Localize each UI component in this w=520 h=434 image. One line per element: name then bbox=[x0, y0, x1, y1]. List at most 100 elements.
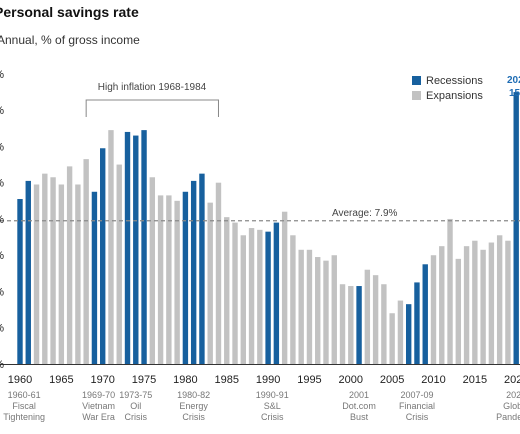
event-label-5-line-0: 2001 bbox=[349, 390, 370, 400]
bar-2007 bbox=[405, 304, 412, 364]
bar-1967 bbox=[75, 184, 81, 364]
bar-2014 bbox=[463, 246, 470, 364]
bar-1978 bbox=[166, 195, 172, 364]
y-tick-6: 6% bbox=[0, 250, 4, 262]
event-label-0: 1960-61 Fiscal Tightening bbox=[3, 390, 45, 423]
x-ticks-layer: 1960 1965 1970 1975 1980 1985 1990 1995 2000 2005… bbox=[8, 374, 520, 386]
legend-recessions: Recessions bbox=[412, 75, 483, 87]
x-tick-2020: 2020 bbox=[504, 374, 520, 386]
bar-1972 bbox=[116, 164, 122, 364]
event-label-2-line-0: 1973-75 bbox=[119, 390, 153, 400]
x-tick-2015: 2015 bbox=[463, 374, 487, 386]
inflation-bracket bbox=[85, 99, 219, 117]
bar-1963 bbox=[42, 173, 48, 364]
legend-expansions: Expansions bbox=[412, 90, 483, 102]
x-tick-1965: 1965 bbox=[49, 374, 73, 386]
bar-2011 bbox=[439, 246, 445, 364]
bar-1993 bbox=[290, 235, 296, 364]
bar-1984 bbox=[215, 182, 222, 364]
event-label-7-line-2: Pandemic bbox=[496, 412, 520, 422]
event-label-6-line-1: Financial bbox=[398, 401, 435, 411]
bar-2016 bbox=[480, 249, 486, 364]
legend-expansion-label: Expansions bbox=[426, 90, 483, 102]
event-label-4-line-2: Crisis bbox=[260, 412, 284, 422]
bar-1989 bbox=[257, 229, 263, 364]
bar-2015 bbox=[472, 240, 478, 364]
chart-title: Personal savings rate bbox=[0, 4, 139, 20]
event-label-1-line-0: 1969-70 bbox=[82, 390, 116, 400]
event-label-3: 1980-82 Energy Crisis bbox=[177, 390, 210, 423]
callout-year: 2020: bbox=[507, 75, 520, 86]
bar-2008 bbox=[414, 282, 420, 364]
bar-1976 bbox=[149, 177, 156, 364]
y-tick-14: 14% bbox=[0, 105, 4, 117]
event-label-4-line-1: S&L bbox=[263, 401, 281, 411]
bar-2017 bbox=[488, 242, 495, 364]
bar-1964 bbox=[50, 177, 56, 364]
event-label-2-line-1: Oil bbox=[130, 401, 142, 411]
bar-1986 bbox=[232, 222, 238, 364]
event-label-0-line-2: Tightening bbox=[3, 412, 45, 422]
event-label-0-line-1: Fiscal bbox=[12, 401, 36, 411]
bar-1982 bbox=[199, 173, 205, 364]
bar-1961 bbox=[25, 180, 31, 364]
bar-1991 bbox=[273, 222, 280, 364]
event-label-6: 2007-09 Financial Crisis bbox=[399, 390, 435, 423]
event-label-5-line-2: Bust bbox=[350, 412, 369, 422]
bar-2019 bbox=[505, 240, 511, 364]
event-label-4-line-0: 1990-91 bbox=[255, 390, 289, 400]
y-tick-10: 10% bbox=[0, 178, 4, 190]
event-label-1-line-2: War Era bbox=[82, 412, 115, 422]
event-label-3-line-0: 1980-82 bbox=[177, 390, 211, 400]
bar-1973 bbox=[124, 131, 131, 364]
bar-1995 bbox=[306, 249, 313, 364]
bar-1969 bbox=[91, 191, 98, 364]
y-tick-2: 2% bbox=[0, 323, 4, 335]
event-label-3-line-2: Crisis bbox=[182, 412, 205, 422]
bar-2003 bbox=[372, 275, 379, 364]
x-tick-1970: 1970 bbox=[90, 374, 114, 386]
bar-2000 bbox=[348, 286, 354, 364]
bar-1997 bbox=[323, 260, 329, 364]
bar-1977 bbox=[157, 195, 164, 364]
bar-2002 bbox=[364, 269, 371, 364]
x-tick-2005: 2005 bbox=[380, 374, 404, 386]
bar-1979 bbox=[174, 200, 180, 364]
y-tick-8: 8% bbox=[0, 214, 4, 226]
bar-1990 bbox=[265, 231, 271, 364]
event-label-4: 1990-91 S&L Crisis bbox=[256, 390, 289, 423]
bar-2006 bbox=[397, 300, 404, 364]
bar-1971 bbox=[108, 130, 114, 364]
x-tick-1975: 1975 bbox=[132, 374, 156, 386]
average-annotation: Average: 7.9% bbox=[332, 208, 398, 219]
x-tick-1980: 1980 bbox=[173, 374, 197, 386]
bar-1970 bbox=[100, 148, 106, 364]
inflation-annotation: High inflation 1968-1984 bbox=[97, 82, 207, 93]
event-label-2: 1973-75 Oil Crisis bbox=[119, 390, 152, 423]
event-label-1: 1969-70 Vietnam War Era bbox=[82, 390, 115, 423]
legend-expansion-swatch bbox=[412, 91, 421, 100]
y-tick-16: 16% bbox=[0, 69, 4, 81]
event-label-3-line-1: Energy bbox=[179, 401, 208, 411]
event-label-2-line-2: Crisis bbox=[124, 412, 148, 422]
bar-2018 bbox=[496, 235, 503, 364]
event-label-0-line-0: 1960-61 bbox=[7, 390, 41, 400]
bar-1965 bbox=[58, 184, 65, 364]
bar-2001 bbox=[356, 286, 362, 364]
callout-value: 15% bbox=[509, 88, 520, 99]
event-label-5: 2001 Dot.com Bust bbox=[342, 390, 376, 423]
bar-2010 bbox=[430, 255, 437, 364]
event-label-6-line-2: Crisis bbox=[405, 412, 429, 422]
bar-2004 bbox=[381, 284, 387, 364]
bar-1966 bbox=[66, 166, 73, 364]
bar-2005 bbox=[389, 313, 395, 364]
event-label-6-line-0: 2007-09 bbox=[400, 390, 434, 400]
bar-1994 bbox=[298, 249, 304, 364]
bar-1975 bbox=[141, 130, 147, 364]
bar-1968 bbox=[83, 159, 89, 364]
bar-1998 bbox=[331, 255, 337, 364]
x-tick-1960: 1960 bbox=[8, 374, 32, 386]
bar-1960 bbox=[17, 199, 23, 364]
event-label-7: 2020GlobalPandemic bbox=[496, 390, 520, 423]
bar-1962 bbox=[33, 184, 40, 364]
